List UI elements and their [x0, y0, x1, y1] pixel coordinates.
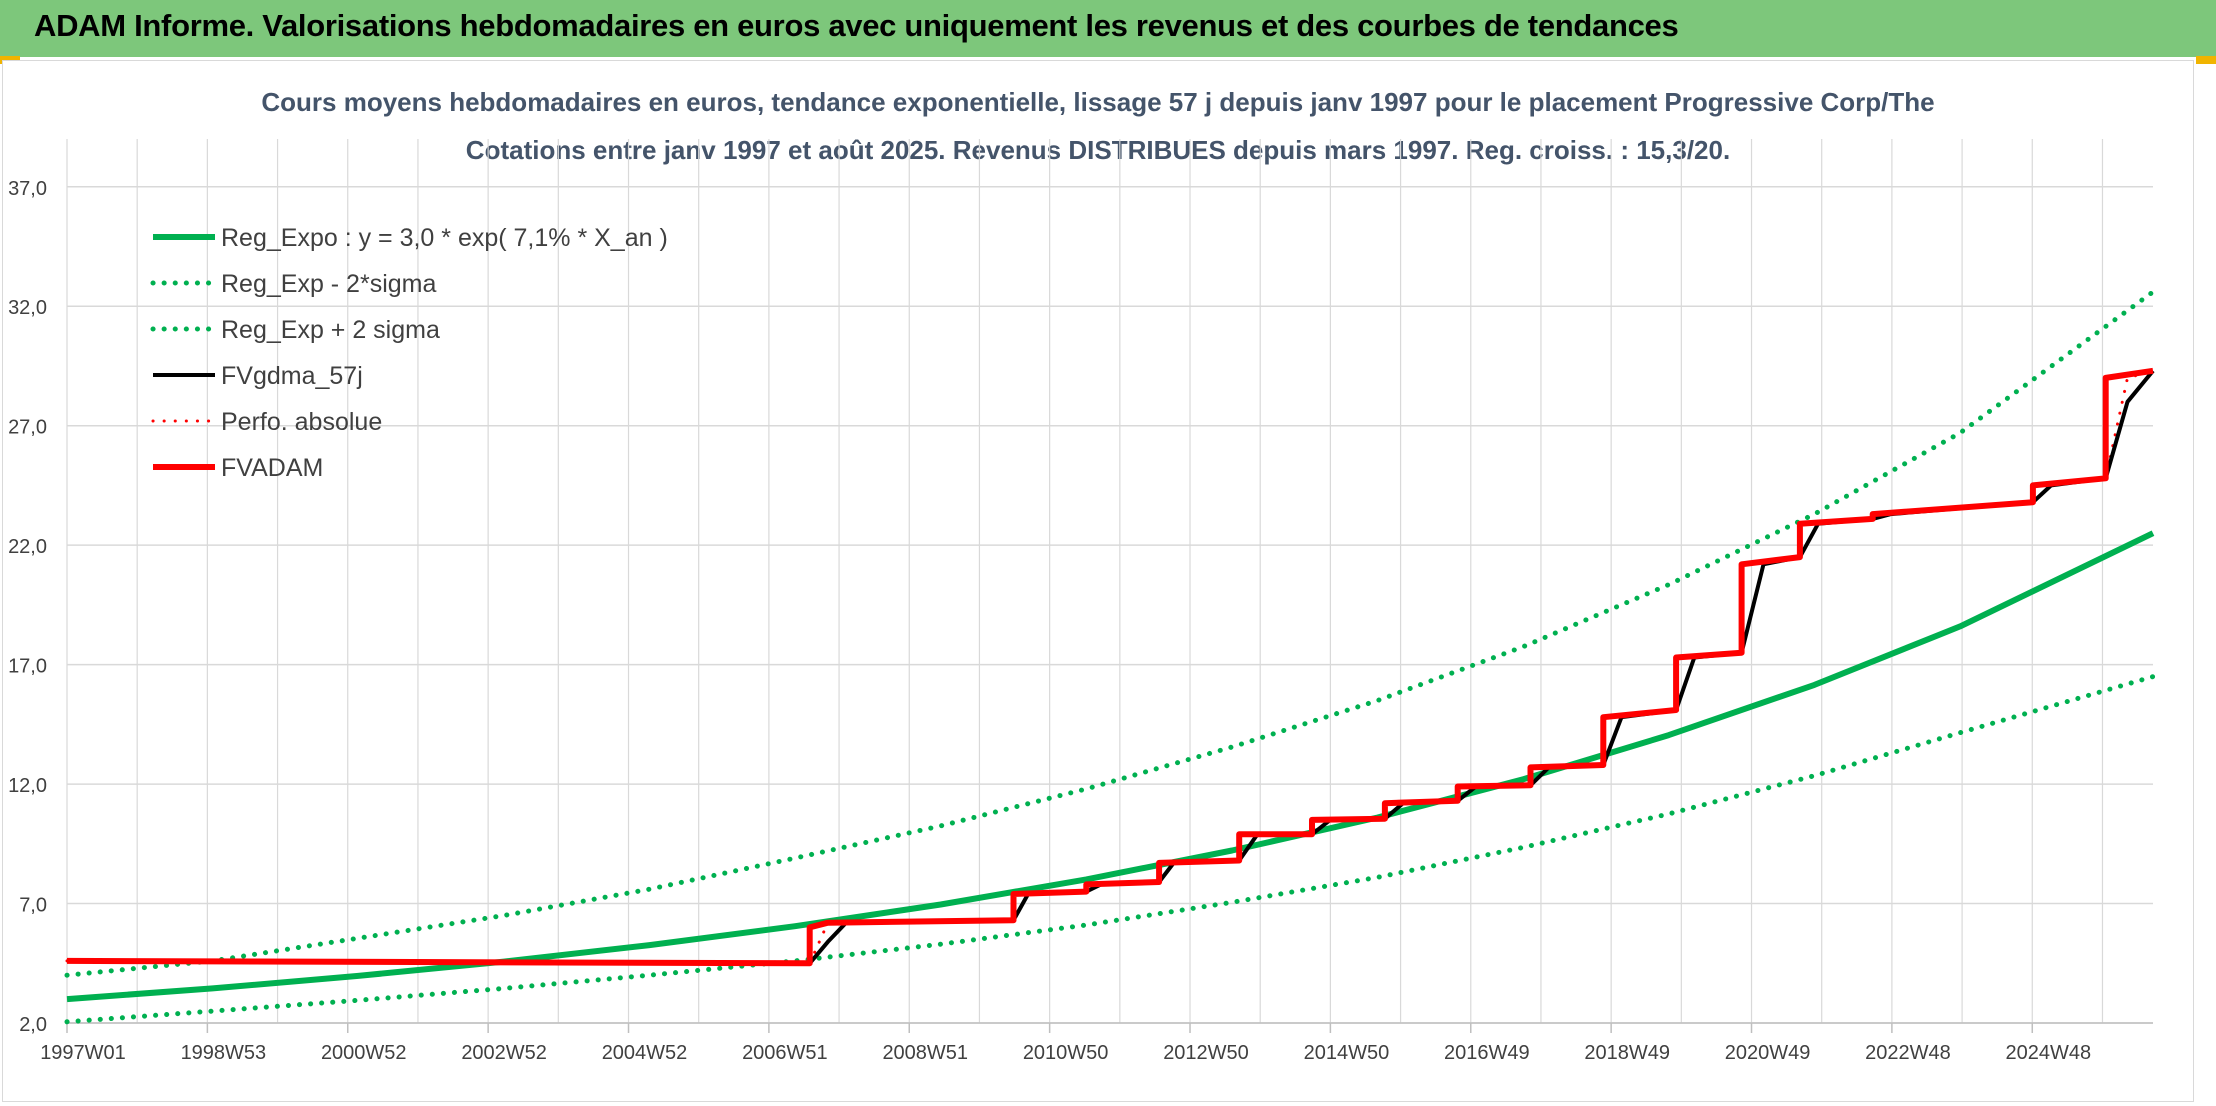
report-title: ADAM Informe. Valorisations hebdomadaire…: [34, 8, 1679, 43]
y-tick-label: 27,0: [8, 417, 47, 439]
grid: [66, 139, 2153, 1024]
corner-mark-right: [2196, 56, 2216, 64]
x-tick-label: 2018W49: [1584, 1042, 1670, 1064]
x-tick-label: 2008W51: [882, 1042, 968, 1064]
chart-svg: Cours moyens hebdomadaires en euros, ten…: [8, 87, 2156, 1064]
y-axis: 2,0 7,0 12,0 17,0 22,0 27,0 32,0 37,0: [8, 178, 47, 1036]
series-line-5: [66, 367, 2154, 967]
legend-label: Reg_Exp - 2*sigma: [221, 270, 436, 298]
report-banner: ADAM Informe. Valorisations hebdomadaire…: [0, 0, 2216, 57]
x-tick-label: 1998W53: [181, 1042, 267, 1064]
chart-title: Cours moyens hebdomadaires en euros, ten…: [261, 87, 1934, 117]
x-tick-label: 2020W49: [1725, 1042, 1811, 1064]
legend-label: FVgdma_57j: [221, 362, 363, 390]
legend-label: Perfo. absolue: [221, 408, 382, 436]
series-group: [64, 289, 2156, 1025]
y-tick-label: 12,0: [8, 775, 47, 797]
x-axis: 1997W01 1998W53 2000W52 2002W52 2004W52 2006W…: [40, 1022, 2153, 1064]
chart-frame: Cours moyens hebdomadaires en euros, ten…: [2, 60, 2194, 1102]
x-tick-label: 2022W48: [1865, 1042, 1951, 1064]
x-tick-label: 2024W48: [2005, 1042, 2091, 1064]
x-tick-label: 2006W51: [742, 1042, 828, 1064]
x-tick-label: 2004W52: [602, 1042, 688, 1064]
y-tick-label: 22,0: [8, 536, 47, 558]
legend-label: FVADAM: [221, 454, 323, 482]
x-tick-label: 2010W50: [1023, 1042, 1109, 1064]
x-tick-label: 2000W52: [321, 1042, 407, 1064]
y-tick-label: 7,0: [19, 895, 47, 917]
legend: Reg_Expo : y = 3,0 * exp( 7,1% * X_an ) R…: [150, 224, 668, 482]
x-tick-label: 2002W52: [461, 1042, 547, 1064]
series-line-1: [64, 674, 2156, 1025]
y-tick-label: 37,0: [8, 178, 47, 200]
y-tick-label: 2,0: [19, 1014, 47, 1036]
legend-label: Reg_Expo : y = 3,0 * exp( 7,1% * X_an ): [221, 224, 668, 252]
chart-subtitle: Cotations entre janv 1997 et août 2025. …: [466, 135, 1730, 165]
x-tick-label: 1997W01: [40, 1042, 126, 1064]
legend-label: Reg_Exp + 2 sigma: [221, 316, 440, 344]
x-tick-label: 2014W50: [1304, 1042, 1390, 1064]
x-tick-label: 2016W49: [1444, 1042, 1530, 1064]
y-tick-label: 32,0: [8, 297, 47, 319]
series-line-0: [66, 530, 2155, 1003]
y-tick-label: 17,0: [8, 656, 47, 678]
series-line-2: [64, 289, 2156, 978]
x-tick-label: 2012W50: [1163, 1042, 1249, 1064]
